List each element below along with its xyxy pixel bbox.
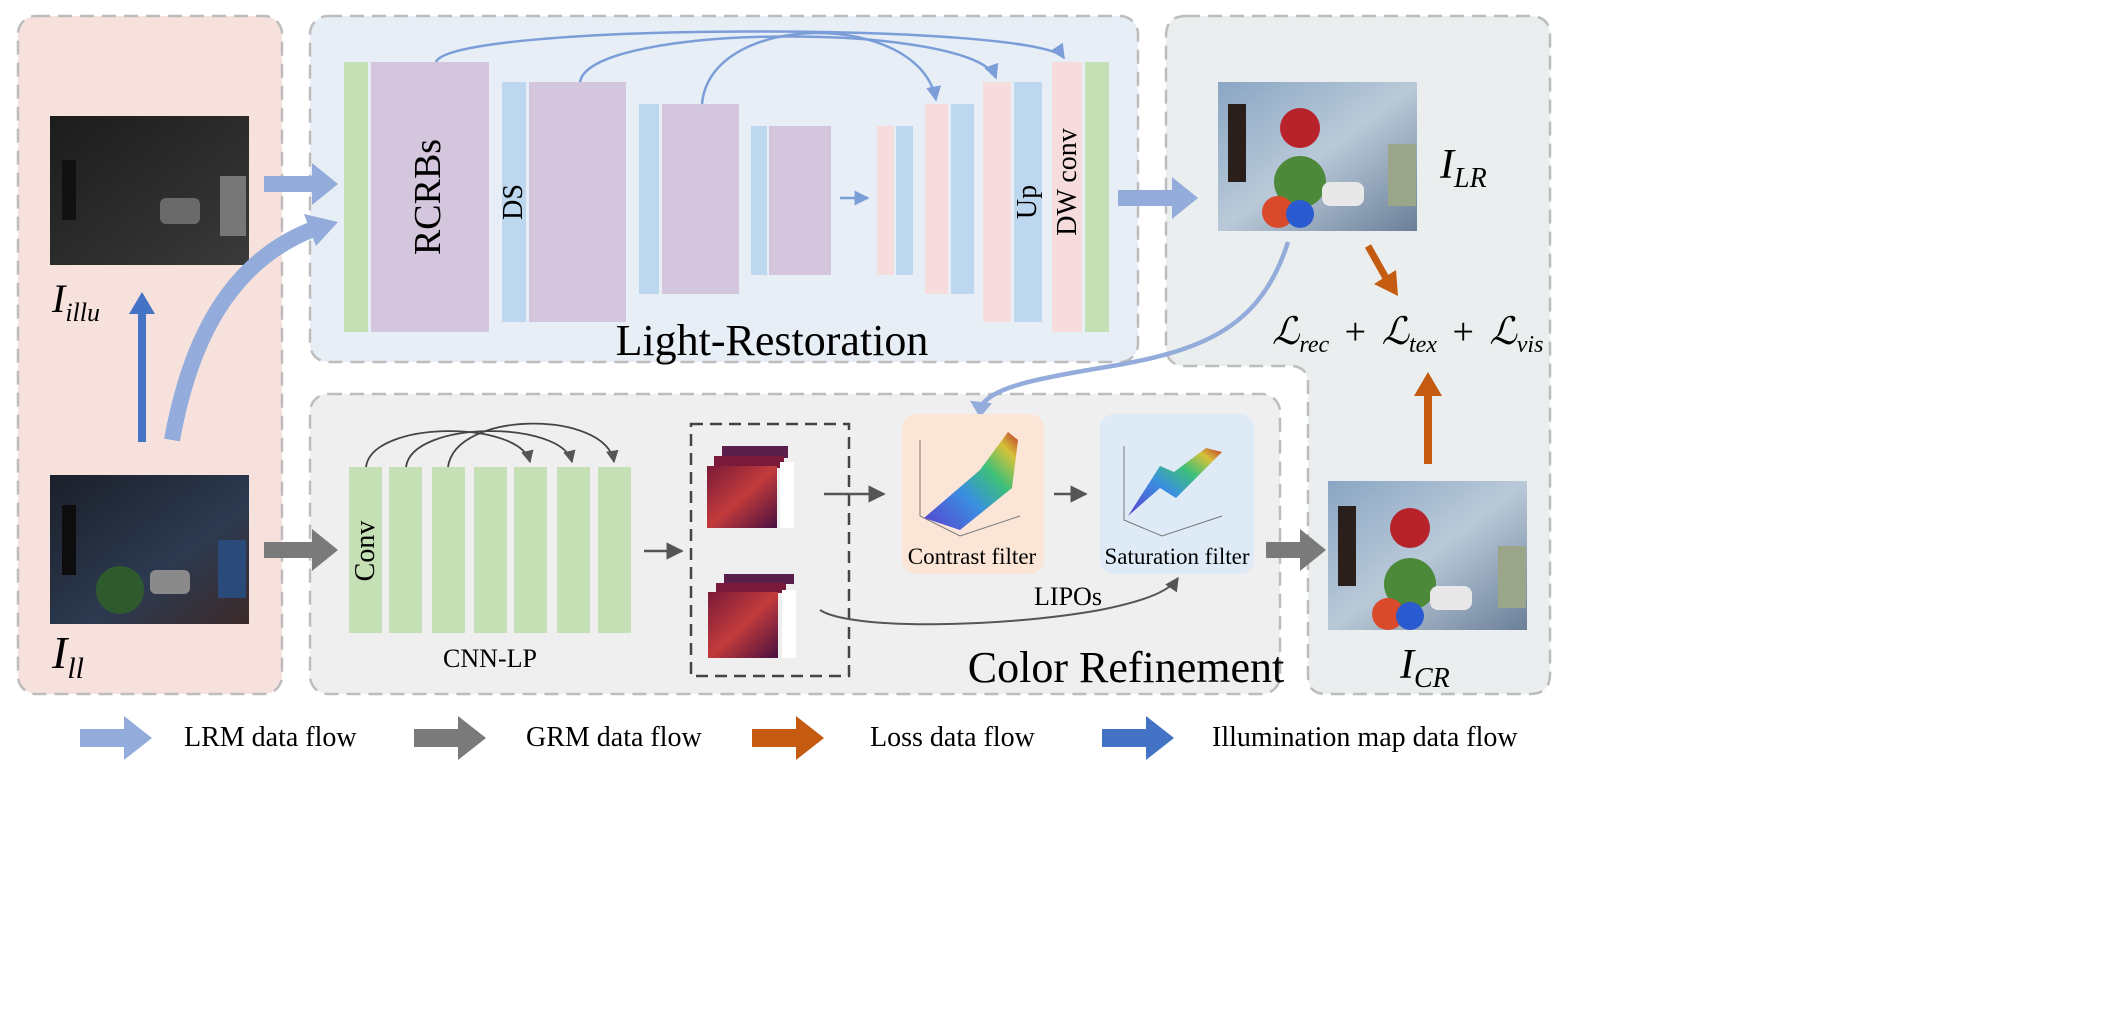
ds-label: DS: [498, 184, 529, 220]
cnn-skip-1: [365, 430, 534, 468]
cr-output-image: [1328, 481, 1527, 630]
ds-block-2: [639, 104, 659, 294]
cnn-block-5: [514, 467, 547, 633]
lipo-maps-frame: [689, 422, 851, 678]
loss-tex-symbol: ℒ: [1382, 311, 1411, 353]
svg-text:Illumination map data flow: Illumination map data flow: [1212, 722, 1518, 753]
loss-vis-symbol: ℒ: [1489, 311, 1518, 353]
decoder-blue-2: [951, 104, 974, 294]
loss-rec-symbol: ℒ: [1272, 311, 1301, 353]
svg-text:Loss data flow: Loss data flow: [870, 722, 1036, 753]
loss-arrow-lr: [1364, 244, 1398, 296]
ll-label: Ill: [51, 627, 84, 685]
rcrbs-label: RCRBs: [407, 139, 449, 255]
cnn-block-4: [474, 467, 507, 633]
lipo-to-saturation-curve: [819, 576, 1179, 626]
loss-rec-sub: rec: [1299, 332, 1329, 358]
rcrbs-block: [371, 62, 489, 332]
dw-conv-label: DW conv: [1052, 128, 1083, 236]
skip-connection-1: [434, 30, 1066, 63]
decoder-pink-3: [983, 82, 1011, 322]
illu-label: Iillu: [51, 276, 100, 327]
contrast-filter-label: Contrast filter: [908, 544, 1037, 569]
conv-block: [349, 467, 382, 633]
lrm-arrow-out: [1118, 177, 1198, 219]
lr-label: ILR: [1439, 142, 1487, 194]
legend-grm: GRM data flow: [414, 716, 703, 760]
legend-illumination: Illumination map data flow: [1102, 716, 1518, 760]
loss-equation: ℒrec + ℒtex + ℒvis: [1272, 311, 1543, 361]
grm-arrow-in: [264, 529, 338, 571]
cr-label: ICR: [1399, 642, 1450, 694]
contrast-filter-plot: [919, 432, 1021, 537]
legend-lrm: LRM data flow: [80, 716, 357, 760]
svg-text:LRM data flow: LRM data flow: [184, 722, 357, 753]
loss-arrow-cr: [1414, 372, 1442, 464]
decoder-pink-1: [877, 126, 894, 275]
color-refinement-title: Color Refinement: [968, 643, 1285, 692]
ds-block: [502, 82, 526, 322]
cnn-block-7: [598, 467, 631, 633]
cnn-skip-3: [447, 422, 619, 468]
cnn-block-6: [557, 467, 590, 633]
lipo-heatmaps-bottom: [708, 574, 796, 658]
encoder-block-2: [529, 82, 626, 322]
lr-to-contrast-flow: [977, 241, 1291, 410]
grm-arrow-out: [1266, 529, 1326, 571]
cnn-block-2: [389, 467, 422, 633]
cnn-lp-label: CNN-LP: [443, 644, 537, 673]
lrm-arrow-in: [264, 163, 338, 205]
skip-connection-3: [700, 31, 941, 105]
legend-loss: Loss data flow: [752, 716, 1036, 760]
up-label: Up: [1012, 185, 1043, 219]
lipo-heatmaps-top: [707, 446, 794, 528]
illumination-arrow: [129, 292, 155, 442]
svg-text:GRM data flow: GRM data flow: [526, 722, 703, 753]
light-restoration-title: Light-Restoration: [616, 316, 929, 365]
loss-tex-sub: tex: [1409, 332, 1437, 358]
illumination-map-image: [50, 116, 249, 265]
bottleneck-block: [769, 126, 831, 275]
saturation-filter-label: Saturation filter: [1105, 544, 1250, 569]
saturation-filter-plot: [1123, 446, 1223, 537]
loss-vis-sub: vis: [1517, 332, 1544, 358]
decoder-blue-1: [896, 126, 913, 275]
encoder-block-3: [662, 104, 739, 294]
lr-output-image: [1218, 82, 1417, 231]
ds-block-3: [751, 126, 767, 275]
lr-green-block-right: [1085, 62, 1109, 332]
conv-label: Conv: [350, 521, 381, 582]
up-block: [1014, 82, 1042, 322]
lipos-label: LIPOs: [1034, 582, 1102, 611]
lr-green-block-left: [344, 62, 368, 332]
dw-conv-block: [1052, 62, 1082, 332]
cnn-block-3: [432, 467, 465, 633]
decoder-pink-2: [925, 104, 948, 294]
low-light-image: [50, 475, 249, 624]
lrm-curved-arrow: [164, 220, 319, 442]
